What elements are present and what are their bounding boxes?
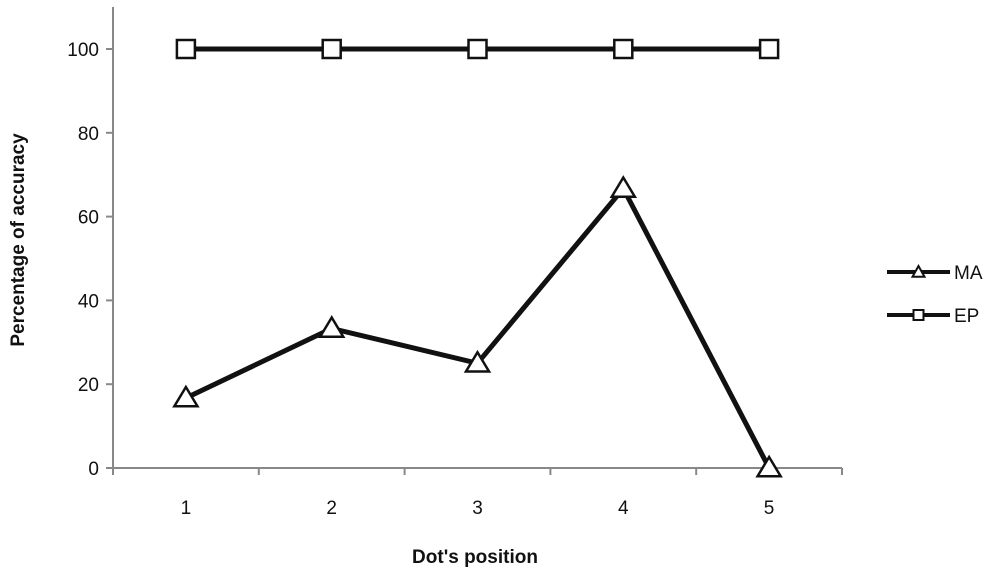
series-layer [172, 38, 783, 478]
data-point-ma [463, 349, 492, 373]
y-axis-title: Percentage of accuracy [8, 133, 29, 347]
series-ma [172, 175, 783, 478]
data-point-ma [609, 175, 638, 199]
series-ep [175, 38, 780, 60]
data-point-ma [755, 454, 783, 478]
data-point-ep [467, 38, 488, 60]
legend-marker [912, 309, 925, 321]
y-tick-label: 20 [78, 375, 99, 396]
legend-item-ma: MA [887, 263, 983, 284]
x-tick-label: 3 [472, 498, 483, 519]
legend-label: MA [954, 263, 983, 284]
legend-marker [910, 263, 927, 278]
ticks: 0 20 40 60 80 100 1 2 3 4 5 [67, 40, 843, 519]
x-axis-title: Dot's position [412, 547, 538, 568]
x-tick-label: 4 [618, 498, 629, 519]
x-tick-label: 2 [326, 498, 337, 519]
y-tick-label: 100 [67, 40, 99, 61]
legend-item-ep: EP [887, 306, 979, 327]
data-point-ep [321, 38, 342, 60]
data-point-ep [175, 38, 197, 60]
y-tick-label: 60 [78, 208, 99, 229]
data-point-ep [613, 38, 634, 60]
y-tick-label: 80 [78, 124, 99, 145]
x-tick-label: 1 [181, 498, 192, 519]
axes [112, 7, 842, 469]
legend: MA EP [887, 263, 983, 327]
y-tick-label: 0 [88, 459, 99, 480]
data-point-ep [758, 38, 780, 60]
x-tick-label: 5 [764, 498, 775, 519]
data-point-ma [317, 315, 346, 338]
series-line-ma [184, 184, 772, 470]
y-tick-label: 40 [78, 291, 99, 312]
data-point-ma [172, 384, 200, 408]
legend-label: EP [954, 306, 979, 327]
